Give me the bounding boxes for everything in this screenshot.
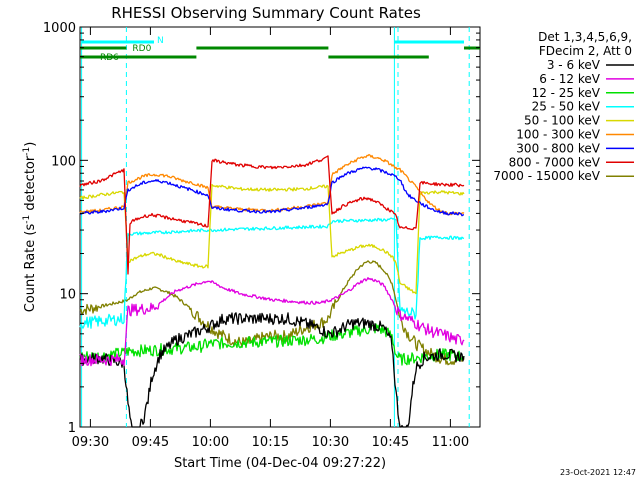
y-tick-label: 10 bbox=[59, 288, 76, 303]
x-tick-label: 10:30 bbox=[312, 435, 349, 450]
x-tick-label: 09:30 bbox=[72, 435, 109, 450]
legend-entry-label: 100 - 300 keV bbox=[516, 128, 600, 142]
legend-entry-label: 50 - 100 keV bbox=[524, 114, 601, 128]
series-line bbox=[79, 323, 465, 366]
flag-bar-label: RD0 bbox=[132, 44, 151, 54]
legend-entry-label: 800 - 7000 keV bbox=[509, 155, 601, 169]
legend-entry-label: 25 - 50 keV bbox=[532, 100, 601, 114]
chart-title: RHESSI Observing Summary Count Rates bbox=[111, 4, 421, 22]
plot-frame bbox=[79, 26, 481, 428]
y-tick-label: 1 bbox=[68, 421, 76, 436]
axis-ticks: 09:30 09:45 10:00 10:15 10:30 10:45 11:00 1 10 10… bbox=[43, 21, 480, 450]
vertical-marker-lines bbox=[81, 27, 470, 427]
y-tick-label: 1000 bbox=[43, 21, 76, 36]
series-line bbox=[79, 155, 465, 275]
legend-entry-label: 12 - 25 keV bbox=[532, 86, 601, 100]
y-tick-label: 100 bbox=[51, 154, 76, 169]
series-line bbox=[79, 312, 465, 428]
series-line bbox=[79, 183, 465, 295]
series-lines bbox=[79, 153, 465, 428]
x-tick-label: 11:00 bbox=[432, 435, 469, 450]
y-axis-label: Count Rate (s-1 detector-1) bbox=[22, 142, 38, 313]
legend-header-line: FDecim 2, Att 0 bbox=[539, 44, 632, 58]
x-tick-label: 10:00 bbox=[192, 435, 229, 450]
x-tick-label: 09:45 bbox=[132, 435, 169, 450]
series-line bbox=[79, 217, 465, 329]
series-line bbox=[79, 153, 465, 216]
legend-entry-label: 300 - 800 keV bbox=[516, 141, 600, 155]
series-line bbox=[79, 166, 465, 217]
legend-entry-label: 7000 - 15000 keV bbox=[493, 169, 600, 183]
y-axis-label-part: detector bbox=[23, 155, 38, 215]
flag-bar-label: N bbox=[157, 36, 164, 46]
x-tick-label: 10:15 bbox=[252, 435, 289, 450]
y-axis-label-part: ) bbox=[23, 142, 38, 147]
legend-entry-label: 3 - 6 keV bbox=[547, 58, 601, 72]
x-tick-label: 10:45 bbox=[372, 435, 409, 450]
x-axis-label: Start Time (04-Dec-04 09:27:22) bbox=[174, 456, 386, 471]
y-axis-label-part: Count Rate (s bbox=[23, 224, 38, 313]
y-axis-label-exponent: -1 bbox=[22, 147, 32, 156]
mode-flag-bars: N RD0 RD6 bbox=[80, 36, 480, 63]
legend-entry-label: 6 - 12 keV bbox=[539, 72, 601, 86]
legend: Det 1,3,4,5,6,9, FDecim 2, Att 0 3 - 6 k… bbox=[493, 30, 634, 183]
timestamp: 23-Oct-2021 12:47 bbox=[560, 468, 636, 477]
flag-bar-label: RD6 bbox=[100, 53, 119, 63]
y-axis-label-exponent: -1 bbox=[22, 215, 32, 224]
legend-header-line: Det 1,3,4,5,6,9, bbox=[538, 30, 632, 44]
